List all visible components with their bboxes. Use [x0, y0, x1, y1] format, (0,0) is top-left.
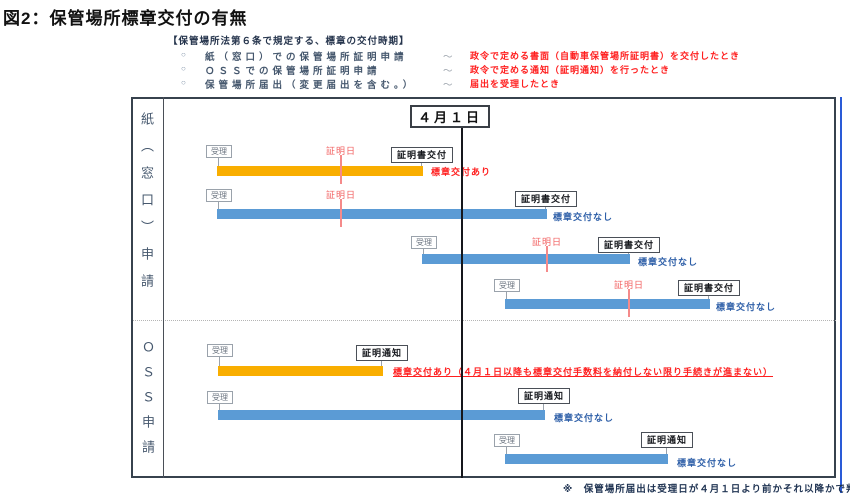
cert-date-tick	[340, 155, 342, 184]
timeline-bar	[218, 410, 545, 420]
certificate-connector-line	[628, 252, 629, 254]
timeline-bar	[218, 366, 383, 376]
sticker-issuance-annotation: 標章交付なし	[554, 413, 615, 423]
receipt-connector-line	[423, 249, 424, 254]
section-dotted-divider	[133, 320, 836, 321]
april-1-date-box: ４月１日	[410, 105, 490, 128]
section-label-oss-application: ＯＳＳ申請	[140, 340, 155, 465]
bullet-description: 政令で定める書面（自動車保管場所証明書）を交付したとき	[470, 51, 741, 61]
receipt-label-box: 受理	[411, 236, 437, 249]
header-bullet-row: ○ ＯＳＳでの保管場所証明申請 ～ 政令で定める通知（証明通知）を行ったとき	[0, 63, 850, 77]
bullet-tilde: ～	[443, 80, 453, 91]
bullet-description: 届出を受理したとき	[470, 79, 561, 89]
certificate-connector-line	[545, 206, 546, 209]
receipt-label-box: 受理	[494, 279, 520, 292]
receipt-connector-line	[218, 202, 219, 209]
section-label-paper-application: 紙（窓口）申請	[139, 112, 154, 301]
sticker-issuance-annotation: 標章交付なし	[677, 458, 738, 468]
header-bullet-row: ○ 紙（窓口）での保管場所証明申請 ～ 政令で定める書面（自動車保管場所証明書）を交付…	[0, 49, 850, 63]
bullet-tilde: ～	[443, 52, 453, 63]
certificate-label-box: 証明通知	[517, 388, 571, 404]
receipt-connector-line	[506, 292, 507, 299]
timeline-bar	[422, 254, 630, 264]
receipt-label-box: 受理	[207, 344, 233, 357]
certificate-label-box: 証明書交付	[677, 280, 741, 296]
bullet-label: ＯＳＳでの保管場所証明申請	[205, 66, 381, 77]
timeline-bar	[217, 209, 547, 219]
cert-date-label: 証明日	[325, 190, 357, 200]
header-caption: 【保管場所法第６条で規定する、標章の交付時期】	[168, 36, 410, 47]
receipt-connector-line	[219, 357, 220, 366]
sticker-issuance-annotation: 標章交付なし	[638, 257, 699, 267]
certificate-label-box: 証明書交付	[514, 191, 578, 207]
receipt-label-box: 受理	[494, 434, 520, 447]
receipt-connector-line	[506, 447, 507, 454]
header-bullet-row: ○ 保管場所届出（変更届出を含む。） ～ 届出を受理したとき	[0, 77, 850, 91]
cert-date-tick	[628, 289, 630, 317]
certificate-connector-line	[381, 360, 382, 366]
bullet-circle-icon: ○	[181, 64, 186, 73]
sticker-issuance-annotation: 標章交付あり（４月１日以降も標章交付手数料を納付しない限り手続きが進まない）	[393, 367, 774, 377]
receipt-label-box: 受理	[206, 189, 232, 202]
certificate-label-box: 証明通知	[355, 345, 409, 361]
bullet-circle-icon: ○	[181, 50, 186, 59]
receipt-label-box: 受理	[206, 145, 232, 158]
bullet-label: 保管場所届出（変更届出を含む。）	[205, 80, 417, 91]
page-edge-line	[840, 97, 842, 493]
certificate-connector-line	[666, 447, 667, 454]
receipt-connector-line	[218, 158, 219, 166]
bullet-circle-icon: ○	[181, 78, 186, 87]
cert-date-label: 証明日	[325, 146, 357, 156]
certificate-connector-line	[543, 403, 544, 410]
certificate-connector-line	[708, 295, 709, 299]
certificate-label-box: 証明書交付	[390, 147, 454, 163]
cert-date-tick	[546, 246, 548, 272]
section-column-divider	[163, 97, 164, 478]
certificate-connector-line	[421, 162, 422, 166]
cert-date-tick	[340, 199, 342, 227]
receipt-connector-line	[219, 404, 220, 410]
certificate-label-box: 証明通知	[640, 432, 694, 448]
receipt-label-box: 受理	[207, 391, 233, 404]
footnote: ※ 保管場所届出は受理日が４月１日より前かそれ以降かで判断	[563, 484, 850, 495]
april-1-vertical-line	[461, 128, 463, 478]
sticker-issuance-annotation: 標章交付なし	[553, 212, 614, 222]
bullet-label: 紙（窓口）での保管場所証明申請	[205, 52, 408, 63]
timeline-bar	[505, 454, 668, 464]
sticker-issuance-annotation: 標章交付なし	[716, 302, 777, 312]
timeline-bar	[505, 299, 710, 309]
certificate-label-box: 証明書交付	[597, 237, 661, 253]
timeline-bar	[217, 166, 423, 176]
cert-date-label: 証明日	[531, 237, 563, 247]
bullet-description: 政令で定める通知（証明通知）を行ったとき	[470, 65, 671, 75]
page-title: 図2：保管場所標章交付の有無	[3, 9, 248, 28]
bullet-tilde: ～	[443, 66, 453, 77]
cert-date-label: 証明日	[613, 280, 645, 290]
sticker-issuance-annotation: 標章交付あり	[431, 165, 491, 178]
